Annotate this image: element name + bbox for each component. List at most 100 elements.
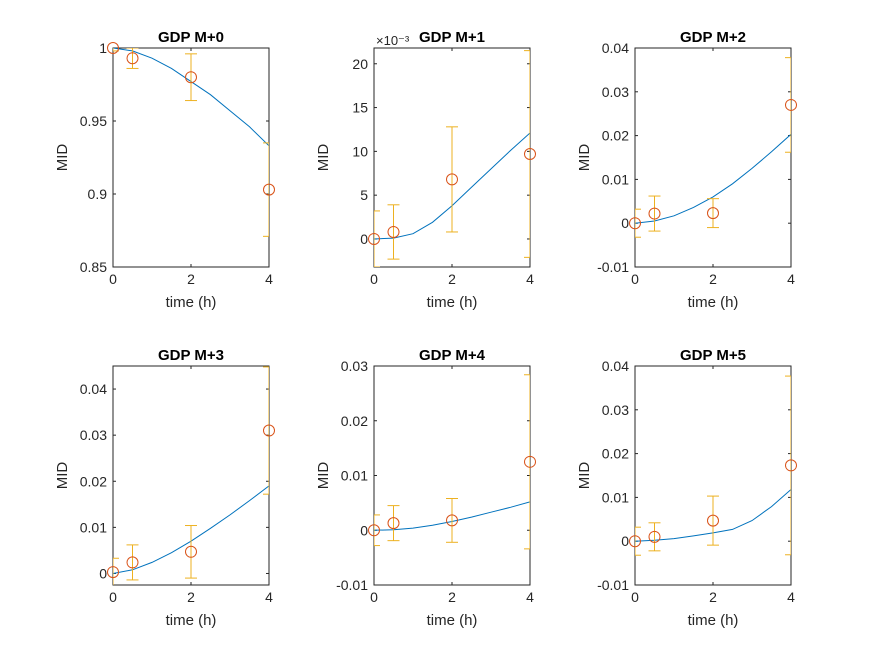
- data-point: [368, 524, 380, 537]
- x-tick-label: 2: [709, 589, 717, 605]
- data-point: [185, 71, 197, 84]
- data-point: [785, 459, 797, 472]
- y-tick-label: 0.02: [602, 446, 629, 462]
- y-tick-label: 15: [352, 100, 368, 116]
- y-tick-label: 5: [360, 187, 368, 203]
- y-tick-label: 0.01: [80, 519, 107, 535]
- y-tick-label: 1: [99, 40, 107, 56]
- x-tick-label: 4: [526, 589, 534, 605]
- subplot-title: GDP M+5: [680, 347, 746, 364]
- data-point: [185, 545, 197, 558]
- y-tick-label: 0.02: [80, 473, 107, 489]
- y-tick-label: 0.04: [80, 381, 107, 397]
- y-tick-label: 0: [621, 533, 629, 549]
- x-tick-label: 2: [187, 271, 195, 287]
- y-tick-label: 0.03: [602, 402, 629, 418]
- x-tick-label: 0: [631, 271, 639, 287]
- data-point: [785, 98, 797, 111]
- y-tick-label: 0.03: [602, 84, 629, 100]
- y-tick-label: 0.02: [341, 413, 368, 429]
- y-tick-label: -0.01: [336, 577, 368, 593]
- x-tick-label: 2: [709, 271, 717, 287]
- y-tick-label: 0: [360, 231, 368, 247]
- y-axis-label: MID: [54, 462, 71, 490]
- y-axis-label: MID: [54, 144, 71, 172]
- x-axis-label: time (h): [166, 612, 217, 629]
- y-tick-label: 0.04: [602, 40, 629, 56]
- y-tick-label: 0.03: [341, 358, 368, 374]
- x-axis-label: time (h): [427, 612, 478, 629]
- model-curve: [635, 133, 791, 224]
- x-tick-label: 0: [370, 271, 378, 287]
- data-point: [107, 566, 119, 579]
- y-tick-label: 0.02: [602, 128, 629, 144]
- subplot-3: 0 2 4 0 0.01 0.02 0.03 0.04 GDP M+3 time (h) MID: [54, 347, 275, 629]
- plot-content: [113, 366, 269, 585]
- data-point: [107, 42, 119, 54]
- y-tick-label: 0: [360, 522, 368, 538]
- data-point: [629, 535, 641, 548]
- data-point: [524, 455, 536, 468]
- plot-content: [635, 375, 791, 556]
- x-tick-label: 0: [370, 589, 378, 605]
- x-axis-label: time (h): [427, 294, 478, 311]
- x-tick-label: 4: [787, 589, 795, 605]
- x-tick-label: 0: [109, 271, 117, 287]
- y-axis-label: MID: [315, 144, 332, 172]
- x-tick-label: 4: [526, 271, 534, 287]
- x-axis-label: time (h): [166, 294, 217, 311]
- x-axis-label: time (h): [688, 612, 739, 629]
- plot-content: [374, 50, 530, 267]
- subplot-0: 0 2 4 0.85 0.9 0.95 1 GDP M+0 time (h) MID: [54, 29, 275, 311]
- y-tick-label: 0.85: [80, 259, 107, 275]
- data-point: [707, 207, 719, 220]
- y-tick-label: 0.95: [80, 113, 107, 129]
- y-tick-label: -0.01: [597, 259, 629, 275]
- data-point: [446, 173, 458, 186]
- y-tick-label: 0.03: [80, 427, 107, 443]
- axes-box: [634, 365, 792, 586]
- y-tick-label: 0.04: [602, 358, 629, 374]
- data-point: [524, 147, 536, 160]
- x-tick-label: 2: [448, 271, 456, 287]
- x-tick-label: 0: [109, 589, 117, 605]
- y-tick-label: 0: [99, 565, 107, 581]
- y-exponent-label: ×10⁻³: [376, 33, 410, 48]
- x-axis-label: time (h): [688, 294, 739, 311]
- data-point: [368, 232, 380, 245]
- data-point: [263, 424, 275, 437]
- y-axis-label: MID: [576, 144, 593, 172]
- x-tick-label: 0: [631, 589, 639, 605]
- x-tick-label: 2: [448, 589, 456, 605]
- data-point: [387, 225, 400, 238]
- x-tick-label: 4: [787, 271, 795, 287]
- y-tick-label: 0: [621, 215, 629, 231]
- y-tick-label: 0.01: [602, 489, 629, 505]
- subplot-title: GDP M+3: [158, 347, 224, 364]
- data-point: [648, 530, 661, 543]
- y-axis-label: MID: [315, 462, 332, 490]
- subplot-title: GDP M+2: [680, 29, 746, 46]
- x-tick-label: 2: [187, 589, 195, 605]
- subplot-title: GDP M+4: [419, 347, 486, 364]
- subplot-1: 0 2 4 0 5 10 15 20 ×10⁻³ GDP M+1 time (h) MID: [315, 29, 536, 311]
- data-point: [707, 514, 719, 527]
- subplot-title: GDP M+0: [158, 29, 224, 46]
- data-point: [126, 556, 139, 569]
- subplot-title: GDP M+1: [419, 29, 485, 46]
- data-point: [629, 217, 641, 230]
- plot-content: [635, 57, 791, 238]
- x-tick-label: 4: [265, 271, 273, 287]
- data-point: [387, 517, 400, 530]
- y-tick-label: 0.9: [88, 186, 108, 202]
- plot-content: [374, 374, 530, 550]
- axes-box: [634, 47, 792, 268]
- y-tick-label: 0.01: [602, 171, 629, 187]
- y-tick-label: 10: [352, 143, 368, 159]
- data-point: [446, 514, 458, 527]
- x-tick-label: 4: [265, 589, 273, 605]
